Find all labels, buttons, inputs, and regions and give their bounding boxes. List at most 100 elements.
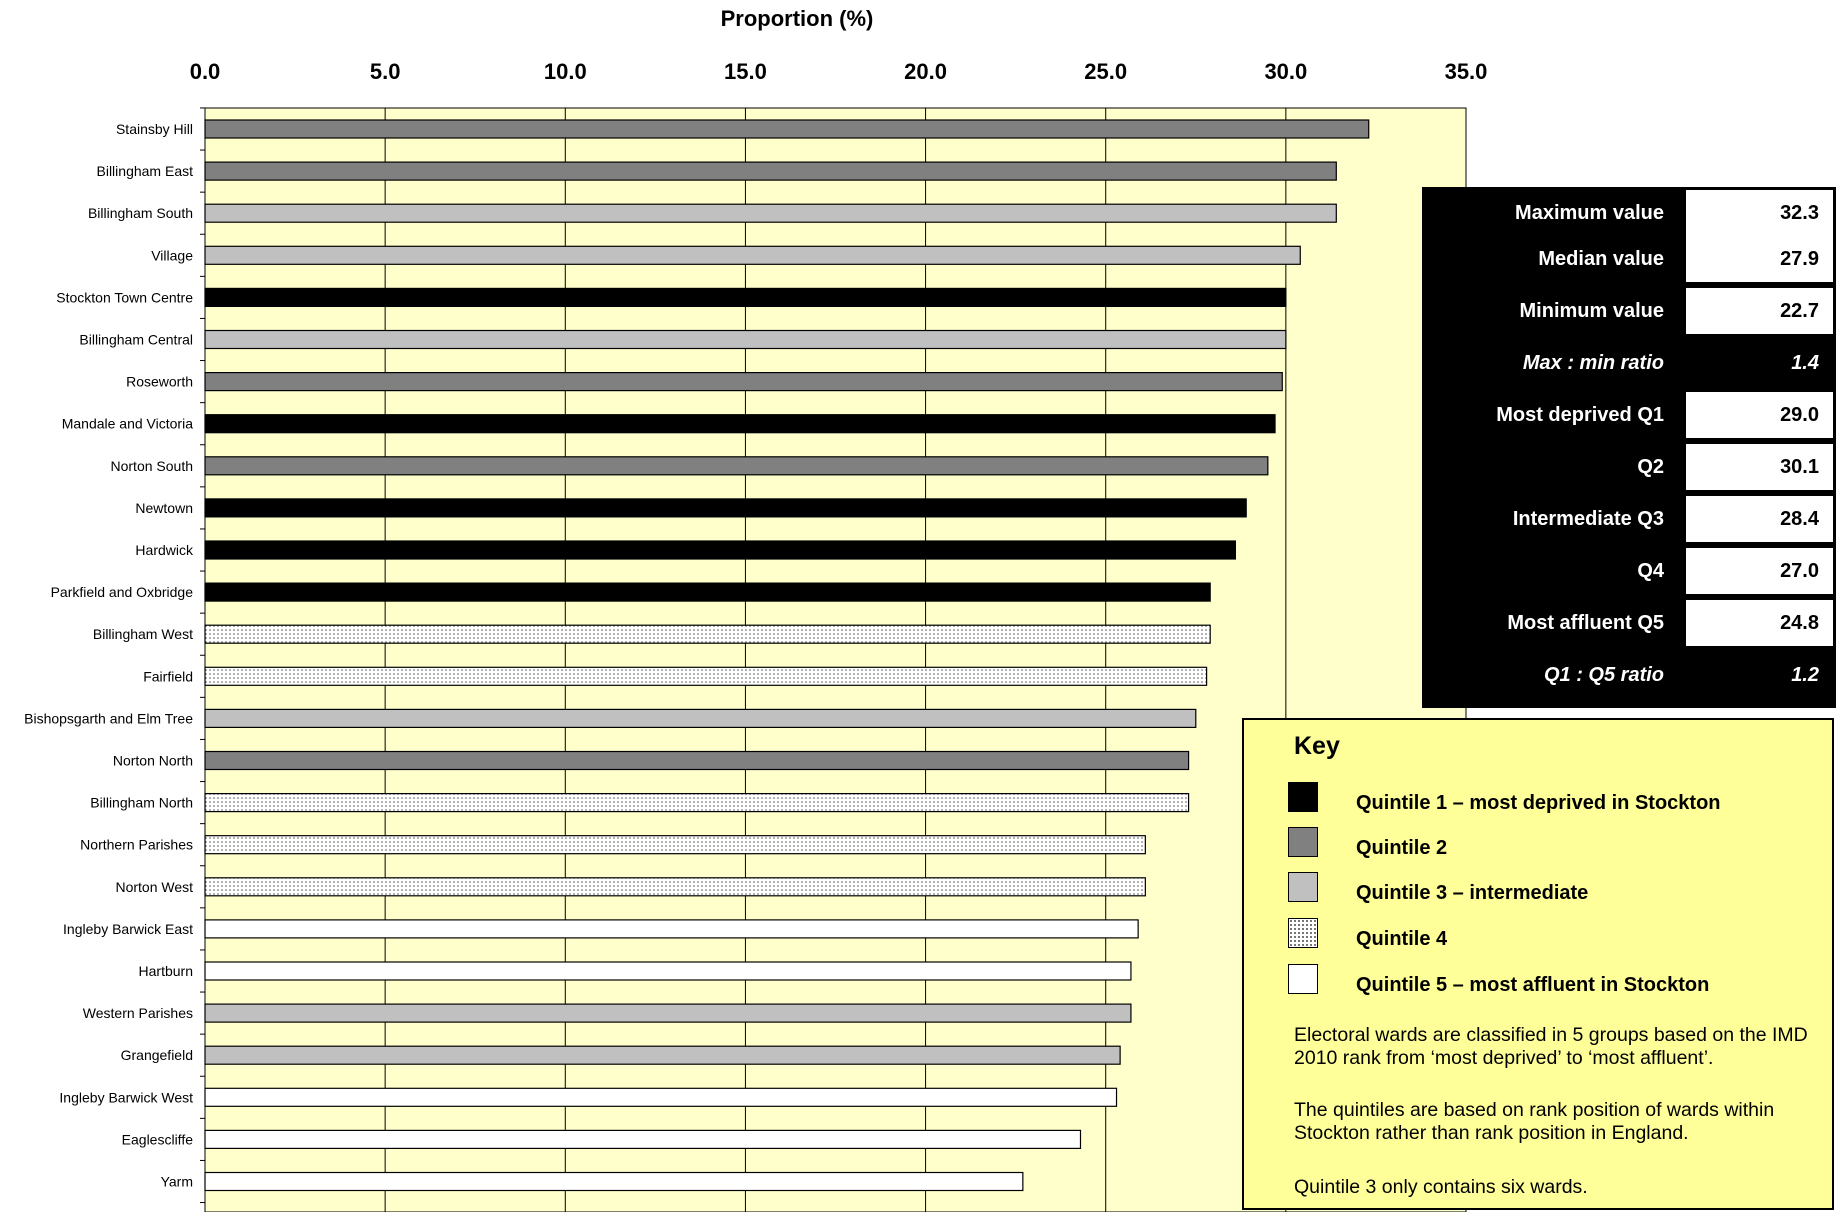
stat-label: Q1 : Q5 ratio xyxy=(1543,664,1664,686)
legend-label: Quintile 4 xyxy=(1356,928,1448,950)
bar-norton-north xyxy=(204,750,1190,771)
bar-billingham-west xyxy=(204,624,1211,644)
legend-swatch xyxy=(1288,964,1318,994)
legend-item-quintile-4: Quintile 4 xyxy=(1288,918,1828,952)
bar-parkfield-and-oxbridge xyxy=(204,582,1211,602)
category-label: Norton West xyxy=(115,879,193,895)
category-label: Ingleby Barwick East xyxy=(63,921,193,937)
x-tick-label: 0.0 xyxy=(190,59,221,84)
legend-item-quintile-1: Quintile 1 – most deprived in Stockton xyxy=(1288,782,1828,816)
stat-row-median: Median value 27.9 xyxy=(1422,233,1836,285)
bar-stockton-town-centre xyxy=(204,287,1287,307)
stat-row-q1-q5-ratio: Q1 : Q5 ratio 1.2 xyxy=(1422,649,1836,701)
category-label: Stockton Town Centre xyxy=(56,289,193,305)
stat-label: Minimum value xyxy=(1519,300,1664,322)
category-label: Billingham North xyxy=(90,795,193,811)
stat-value: 1.4 xyxy=(1686,340,1833,386)
stat-value: 22.7 xyxy=(1686,288,1833,334)
bar-norton-west xyxy=(204,877,1146,897)
stat-row-q3: Intermediate Q3 28.4 xyxy=(1422,493,1836,545)
bar-hardwick xyxy=(204,540,1237,560)
bar-ingleby-barwick-east xyxy=(204,919,1139,939)
key-note: The quintiles are based on rank position… xyxy=(1294,1099,1775,1144)
key-title: Key xyxy=(1294,732,1340,760)
bar-eaglescliffe xyxy=(204,1129,1082,1150)
summary-stats-panel: Maximum value 32.3 Median value 27.9 Min… xyxy=(1422,187,1836,708)
stat-label: Most affluent Q5 xyxy=(1507,612,1664,634)
legend-label: Quintile 2 xyxy=(1356,837,1448,859)
category-label: Billingham East xyxy=(97,163,194,179)
legend-swatch xyxy=(1288,872,1318,902)
bar-roseworth xyxy=(204,372,1283,392)
key-note: Electoral wards are classified in 5 grou… xyxy=(1294,1024,1808,1069)
bar-billingham-east xyxy=(204,161,1337,181)
stat-value: 28.4 xyxy=(1686,496,1833,542)
bar-bishopsgarth-and-elm-tree xyxy=(204,708,1197,729)
key-note: Quintile 3 only contains six wards. xyxy=(1294,1176,1588,1198)
stat-value: 32.3 xyxy=(1686,190,1833,236)
stat-row-max: Maximum value 32.3 xyxy=(1422,187,1836,239)
category-label: Norton North xyxy=(113,753,193,769)
legend-swatch xyxy=(1288,918,1318,948)
x-tick-label: 5.0 xyxy=(370,59,401,84)
category-label: Stainsby Hill xyxy=(116,121,193,137)
stat-value: 27.0 xyxy=(1686,548,1833,594)
bar-grangefield xyxy=(204,1045,1121,1065)
bar-billingham-central xyxy=(204,329,1287,350)
stat-value: 24.8 xyxy=(1686,600,1833,646)
category-label: Ingleby Barwick West xyxy=(59,1089,193,1105)
legend-label: Quintile 5 – most affluent in Stockton xyxy=(1356,974,1710,996)
x-tick-label: 25.0 xyxy=(1084,59,1127,84)
stat-row-q4: Q4 27.0 xyxy=(1422,545,1836,597)
bar-stainsby-hill xyxy=(204,119,1370,139)
legend-label: Quintile 1 – most deprived in Stockton xyxy=(1356,792,1721,814)
bar-yarm xyxy=(204,1171,1024,1192)
chart-title: Proportion (%) xyxy=(721,6,874,31)
bar-billingham-north xyxy=(204,792,1190,813)
bar-fairfield xyxy=(204,666,1208,686)
bar-norton-south xyxy=(204,456,1269,476)
bar-mandale-and-victoria xyxy=(204,414,1276,434)
legend-item-quintile-5: Quintile 5 – most affluent in Stockton xyxy=(1288,964,1828,998)
category-label: Village xyxy=(151,247,193,263)
x-tick-label: 30.0 xyxy=(1264,59,1307,84)
stat-label: Q2 xyxy=(1637,456,1664,478)
bar-village xyxy=(204,245,1301,265)
stat-row-q5: Most affluent Q5 24.8 xyxy=(1422,597,1836,649)
category-label: Bishopsgarth and Elm Tree xyxy=(24,710,193,726)
category-label: Eaglescliffe xyxy=(122,1131,194,1147)
category-label: Billingham South xyxy=(88,205,193,221)
x-tick-label: 35.0 xyxy=(1445,59,1488,84)
category-label: Billingham West xyxy=(93,626,193,642)
stat-row-min: Minimum value 22.7 xyxy=(1422,285,1836,337)
bar-newtown xyxy=(204,498,1247,518)
category-label: Western Parishes xyxy=(83,1005,193,1021)
stat-label: Q4 xyxy=(1637,560,1664,582)
stat-label: Median value xyxy=(1538,248,1664,270)
x-tick-label: 15.0 xyxy=(724,59,767,84)
category-label: Fairfield xyxy=(143,668,193,684)
legend-swatch xyxy=(1288,827,1318,857)
stat-value: 1.2 xyxy=(1686,652,1833,698)
x-tick-label: 20.0 xyxy=(904,59,947,84)
bar-ingleby-barwick-west xyxy=(204,1087,1118,1107)
bar-northern-parishes xyxy=(204,835,1146,855)
stat-label: Intermediate Q3 xyxy=(1512,508,1664,530)
stat-value: 30.1 xyxy=(1686,444,1833,490)
bar-billingham-south xyxy=(204,203,1337,223)
legend-label: Quintile 3 – intermediate xyxy=(1356,882,1589,904)
legend-item-quintile-3: Quintile 3 – intermediate xyxy=(1288,872,1828,906)
stat-row-max-min-ratio: Max : min ratio 1.4 xyxy=(1422,337,1836,389)
stat-label: Max : min ratio xyxy=(1522,352,1664,374)
category-label: Yarm xyxy=(161,1174,193,1190)
legend-swatch xyxy=(1288,782,1318,812)
category-label: Roseworth xyxy=(126,374,193,390)
stat-label: Most deprived Q1 xyxy=(1496,404,1664,426)
category-label: Parkfield and Oxbridge xyxy=(51,584,194,600)
stat-value: 29.0 xyxy=(1686,392,1833,438)
stat-label: Maximum value xyxy=(1515,202,1664,224)
legend-key-panel: Key Quintile 1 – most deprived in Stockt… xyxy=(1242,718,1834,1210)
stat-row-q1: Most deprived Q1 29.0 xyxy=(1422,389,1836,441)
category-label: Mandale and Victoria xyxy=(62,416,193,432)
